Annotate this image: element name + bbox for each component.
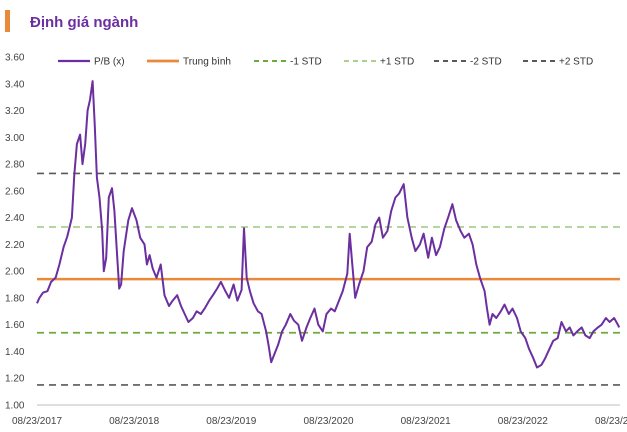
- y-tick-label: 2.20: [5, 240, 25, 251]
- pb-series-line: [36, 80, 621, 369]
- y-tick-label: 2.60: [5, 186, 25, 197]
- legend-pb-label: P/B (x): [94, 57, 125, 68]
- x-tick-label: 08/23/2020: [303, 416, 353, 427]
- legend-minus-1-std-label: -1 STD: [290, 57, 322, 68]
- x-tick-label: 08/23/2019: [206, 416, 256, 427]
- y-tick-label: 1.80: [5, 293, 25, 304]
- x-tick-label: 08/23/2018: [109, 416, 159, 427]
- y-tick-label: 1.40: [5, 347, 25, 358]
- x-tick-label: 08/23/2017: [12, 416, 62, 427]
- y-tick-label: 1.00: [5, 401, 25, 412]
- title-accent-bar: [5, 10, 10, 32]
- y-tick-label: 1.60: [5, 320, 25, 331]
- legend-plus-1-std-label: +1 STD: [380, 57, 414, 68]
- legend-plus-2-std-label: +2 STD: [559, 57, 593, 68]
- chart-title: Định giá ngành: [30, 14, 139, 31]
- y-tick-label: 3.00: [5, 133, 25, 144]
- legend-mean-label: Trung bình: [183, 57, 231, 68]
- y-tick-label: 3.40: [5, 79, 25, 90]
- x-tick-label: 08/23/2022: [498, 416, 548, 427]
- y-tick-label: 1.20: [5, 374, 25, 385]
- y-tick-label: 2.40: [5, 213, 25, 224]
- x-tick-label: 08/23/2021: [401, 416, 451, 427]
- x-tick-label: 08/23/2023: [595, 416, 627, 427]
- y-tick-label: 3.60: [5, 53, 25, 64]
- y-tick-label: 2.80: [5, 160, 25, 171]
- legend-minus-2-std-label: -2 STD: [470, 57, 502, 68]
- y-tick-label: 2.00: [5, 267, 25, 278]
- y-tick-label: 3.20: [5, 106, 25, 117]
